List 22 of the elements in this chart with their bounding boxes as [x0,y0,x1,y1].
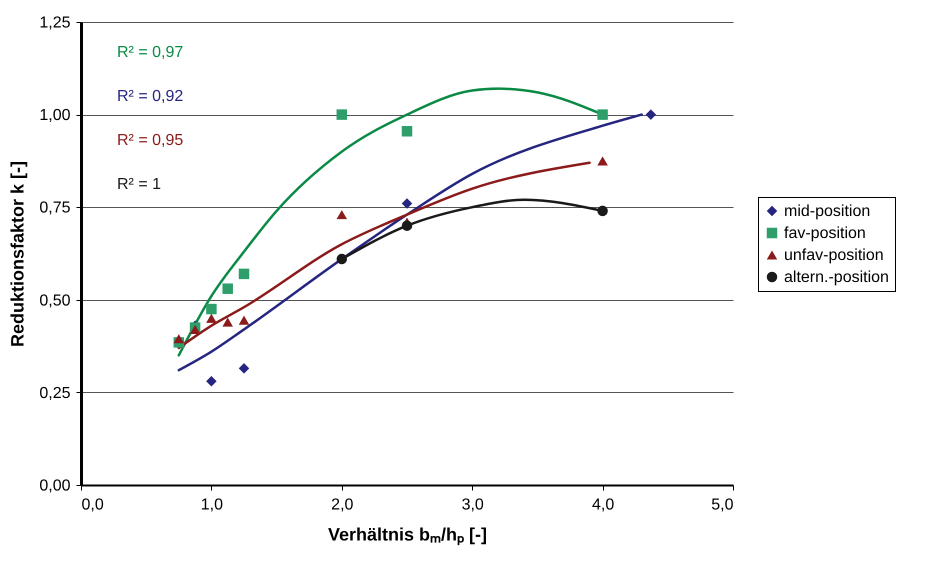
x-tick-label: 4,0 [592,496,614,514]
x-tick-label: 5,0 [711,496,734,514]
y-tick-label: 0,50 [39,292,71,310]
x-tick-label: 2,0 [331,496,354,514]
legend-label: unfav-position [784,247,884,264]
y-axis-title: Reduktionsfaktor k [-] [7,160,28,348]
legend-label: fav-position [784,225,866,242]
x-tick-label: 0,0 [82,496,104,514]
y-tick-label: 0,25 [39,384,71,402]
y-tick-label: 1,25 [39,14,71,32]
legend-label: mid-position [784,203,870,220]
annotation: R² = 0,97 [117,44,184,61]
annotation: R² = 0,92 [117,88,184,105]
legend-label: altern.-position [784,269,889,286]
x-tick-label: 3,0 [462,496,484,514]
y-tick-label: 0,75 [39,200,71,217]
y-tick-label: 1,00 [39,107,71,124]
annotation: R² = 1 [117,176,162,193]
x-tick-label: 1,0 [200,496,224,514]
y-tick-label: 0,00 [39,478,71,494]
x-axis-title: Verhältnis bₘ/hₚ [-] [328,524,488,546]
annotation: R² = 0,95 [117,132,184,149]
